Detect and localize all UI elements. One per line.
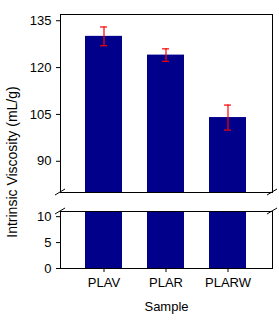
svg-text:120: 120 [30,60,52,75]
svg-text:135: 135 [30,13,52,28]
svg-text:105: 105 [30,107,52,122]
svg-text:0: 0 [44,261,51,276]
svg-text:10: 10 [37,209,51,224]
svg-text:Sample: Sample [144,299,188,314]
html-text:Intrinsic Viscosity (mL/g): Intrinsic Viscosity (mL/g) [4,86,20,238]
svg-text:90: 90 [37,153,51,168]
svg-text:5: 5 [44,235,51,250]
svg-text:PLARW: PLARW [205,275,252,290]
svg-text:PLAR: PLAR [149,275,183,290]
svg-text:PLAV: PLAV [88,275,121,290]
